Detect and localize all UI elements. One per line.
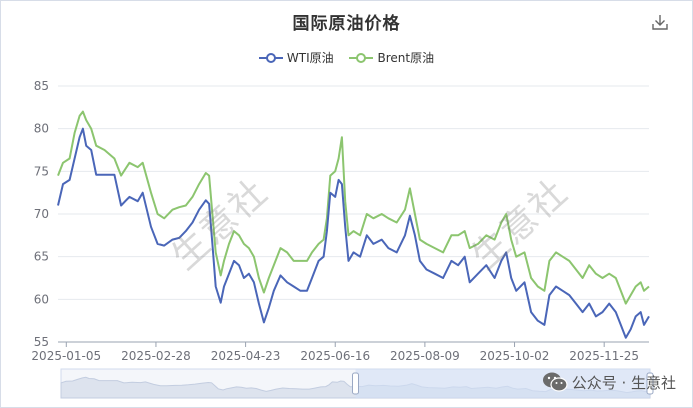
y-tick-label: 80 — [34, 122, 49, 136]
x-tick-label: 2025-10-02 — [480, 349, 550, 363]
x-tick-label: 2025-01-05 — [31, 349, 101, 363]
legend: WTI原油 Brent原油 — [1, 49, 692, 68]
legend-swatch-brent — [349, 52, 374, 63]
x-tick-label: 2025-11-25 — [569, 349, 639, 363]
y-tick-label: 85 — [34, 79, 49, 93]
download-icon[interactable] — [651, 13, 669, 31]
footer-text: 公众号 · 生意社 — [571, 373, 676, 392]
legend-swatch-wti — [258, 52, 283, 63]
zoom-handle-left[interactable] — [352, 372, 359, 395]
zoom-handle-right[interactable] — [646, 372, 654, 395]
wechat-icon — [542, 372, 568, 392]
x-tick-label: 2025-08-09 — [390, 349, 460, 363]
y-tick-label: 65 — [34, 250, 49, 264]
legend-item-wti[interactable]: WTI原油 — [258, 49, 334, 66]
chart-title: 国际原油价格 — [292, 14, 401, 34]
x-tick-label: 2025-04-23 — [211, 349, 281, 363]
y-tick-label: 60 — [34, 292, 49, 306]
footer-brand: 公众号 · 生意社 — [542, 371, 676, 393]
legend-label-wti: WTI原油 — [286, 51, 334, 65]
y-tick-label: 55 — [34, 335, 49, 349]
legend-label-brent: Brent原油 — [377, 51, 435, 65]
x-tick-label: 2025-06-16 — [300, 349, 370, 363]
y-tick-label: 75 — [34, 164, 49, 178]
series-line-wti — [57, 127, 650, 339]
x-tick-label: 2025-02-28 — [121, 349, 191, 363]
legend-item-brent[interactable]: Brent原油 — [349, 49, 434, 66]
series-line-brent — [57, 110, 650, 305]
y-tick-label: 70 — [34, 207, 49, 221]
zoom-slider-selection — [355, 369, 650, 398]
